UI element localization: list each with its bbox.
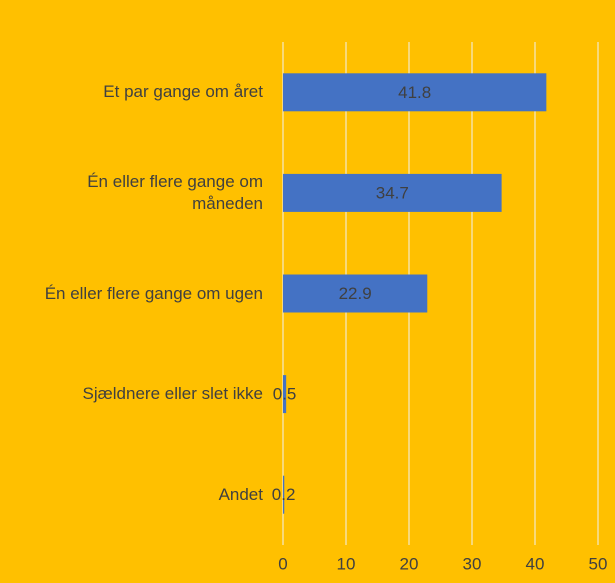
y-tick-label: Andet: [218, 484, 263, 504]
bar: [283, 274, 428, 313]
y-tick-label: Sjældnere eller slet ikke: [82, 384, 263, 404]
category-label-box: Sjældnere eller slet ikke: [82, 384, 263, 404]
bar: [283, 375, 287, 414]
bar: [283, 73, 547, 112]
x-tick-label: 10: [337, 554, 356, 573]
value-label: 22.9: [339, 284, 372, 303]
y-tick-label: Én eller flere gange om ugen: [44, 283, 263, 303]
category-label-box: Én eller flere gange om ugen: [44, 283, 263, 303]
category-label-box: Én eller flere gange om måneden: [87, 171, 263, 213]
y-tick-label: Én eller flere gange om måneden: [87, 171, 263, 213]
value-label: 34.7: [376, 183, 409, 202]
value-label: 0.5: [273, 385, 297, 404]
x-tick-label: 30: [463, 554, 482, 573]
x-tick-label: 0: [278, 554, 287, 573]
category-label-box: Et par gange om året: [103, 82, 263, 102]
bar: [283, 173, 502, 212]
bar: [283, 475, 285, 514]
x-tick-label: 20: [400, 554, 419, 573]
x-tick-label: 40: [526, 554, 545, 573]
category-label-box: Andet: [218, 484, 263, 504]
value-label: 41.8: [398, 83, 431, 102]
value-label: 0.2: [272, 485, 296, 504]
x-tick-label: 50: [589, 554, 608, 573]
y-tick-label: Et par gange om året: [103, 82, 263, 102]
